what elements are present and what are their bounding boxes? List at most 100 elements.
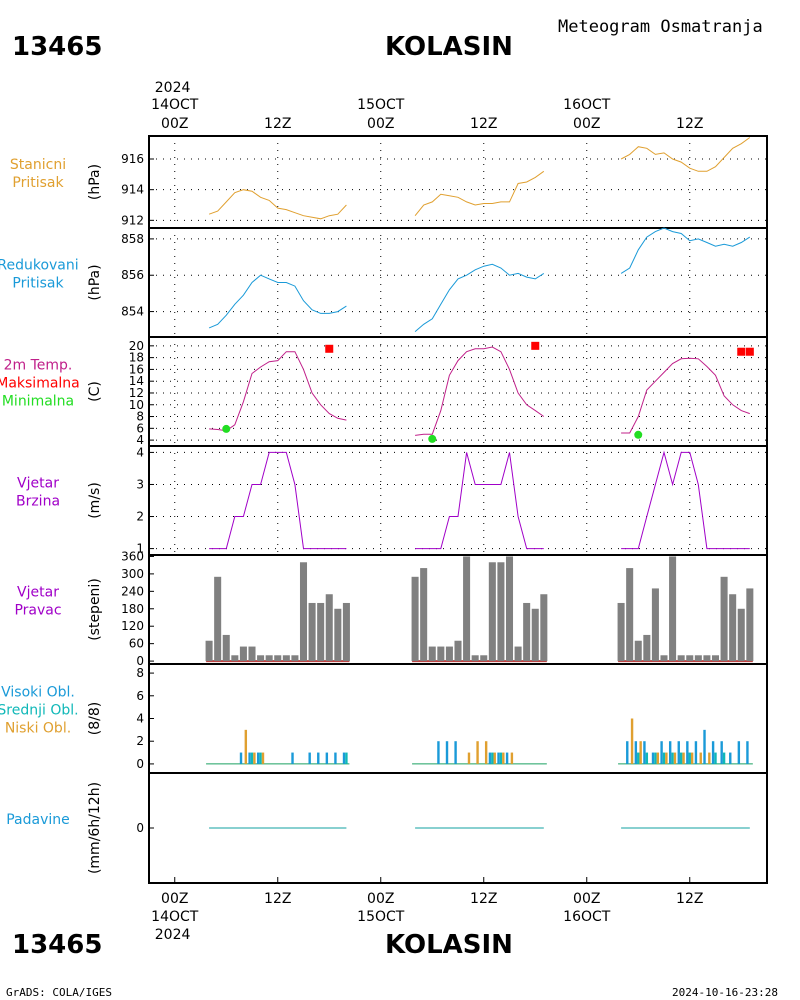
cloud-bar: [668, 741, 672, 764]
y-tick-label: 20: [129, 339, 144, 353]
cloud-bar: [665, 752, 668, 764]
cloud-bar: [737, 741, 741, 764]
bottom-hour-label: 12Z: [470, 891, 497, 907]
series-line: [620, 137, 751, 172]
cloud-bar: [256, 752, 260, 764]
direction-bar: [634, 640, 642, 662]
direction-bar: [342, 602, 350, 662]
cloud-bar: [677, 741, 680, 764]
cloud-bar: [325, 752, 329, 764]
direction-bar: [257, 655, 265, 662]
direction-bar: [531, 608, 539, 662]
cloud-bar: [626, 741, 629, 764]
y-tick-label: 8: [136, 666, 144, 680]
direction-bar: [274, 655, 282, 662]
direction-bar: [711, 655, 720, 662]
top-date-label: 14OCT: [151, 97, 199, 113]
direction-bar: [737, 608, 745, 662]
panel-label-line: Pritisak: [12, 276, 64, 292]
cloud-bar: [722, 752, 726, 764]
direction-bar: [248, 646, 256, 662]
cloud-bar: [261, 752, 265, 764]
bottom-hour-label: 12Z: [676, 891, 703, 907]
cloud-bar: [645, 752, 649, 764]
y-tick-label: 6: [136, 689, 144, 703]
panel-label-line: Vjetar: [17, 585, 59, 601]
panel-label-line: Srednji Obl.: [0, 703, 79, 719]
tmin-marker: [222, 424, 231, 433]
footer-timestamp: 2024-10-16-23:28: [672, 986, 778, 999]
direction-bar: [488, 562, 496, 662]
series-line: [621, 357, 750, 434]
panel-label-line: Padavine: [6, 812, 70, 828]
bottom-date-label: 16OCT: [563, 909, 611, 925]
y-tick-label: 18: [129, 351, 144, 365]
cloud-bar: [673, 752, 677, 764]
y-tick-label: 856: [121, 268, 144, 282]
direction-bar: [626, 568, 634, 662]
series-line: [621, 450, 750, 550]
cloud-bar: [248, 752, 251, 764]
panel-label-line: Redukovani: [0, 258, 79, 274]
series-line: [209, 451, 347, 550]
direction-bar: [265, 655, 273, 662]
direction-bar: [308, 602, 316, 662]
direction-bar: [617, 602, 625, 662]
direction-bar: [694, 655, 702, 662]
direction-bar: [514, 646, 522, 662]
cloud-bar: [291, 752, 294, 764]
panel-4: Vjetar Pravac (stepeni) 0 60 120 180 240 300 360: [14, 549, 767, 668]
cloud-bar: [493, 752, 496, 764]
direction-bar: [746, 588, 754, 662]
panel-label-line: Pravac: [14, 603, 61, 619]
bottom-date-label: 14OCT: [151, 909, 199, 925]
y-tick-label: 0: [136, 821, 144, 835]
cloud-bar: [345, 752, 348, 764]
panel-label-line: 2m Temp.: [4, 358, 73, 374]
y-tick-label: 180: [121, 602, 144, 616]
cloud-bar: [703, 729, 706, 764]
direction-bar: [677, 655, 685, 662]
y-tick-label: 60: [129, 637, 144, 651]
direction-bar: [540, 594, 548, 662]
direction-bar: [523, 602, 531, 662]
cloud-bar: [499, 752, 503, 764]
direction-bar: [282, 655, 290, 662]
cloud-bar: [699, 752, 702, 764]
bottom-hour-label: 12Z: [264, 891, 291, 907]
y-tick-label: 8: [136, 410, 144, 424]
cloud-bar: [253, 752, 256, 764]
cloud-bar: [746, 741, 749, 764]
direction-bar: [420, 568, 428, 662]
cloud-bar: [679, 752, 683, 764]
plot-frame: [148, 135, 768, 884]
cloud-bar: [239, 752, 243, 764]
cloud-bar: [690, 752, 694, 764]
y-tick-label: 4: [136, 445, 144, 459]
cloud-bar: [454, 741, 457, 764]
direction-bar: [325, 594, 333, 662]
direction-bar: [729, 594, 737, 662]
direction-bar: [703, 655, 711, 662]
time-axis-bottom: 2024 14OCT 00Z 12Z 15OCT 00Z 12Z 16OCT 00Z 12Z: [151, 877, 703, 943]
panel-5: Visoki Obl. Srednji Obl. Niski Obl. (8/8) 0 2…: [0, 666, 767, 774]
y-tick-label: 854: [121, 305, 144, 319]
series-line: [415, 346, 545, 436]
y-tick-label: 14: [129, 374, 144, 388]
top-year-label: 2024: [155, 80, 191, 96]
cloud-bar: [714, 752, 717, 764]
cloud-bar: [484, 741, 488, 764]
cloud-bar: [651, 752, 655, 764]
cloud-bar: [671, 752, 674, 764]
y-tick-label: 912: [121, 213, 144, 227]
cloud-bar: [639, 741, 642, 764]
panel-3: Vjetar Brzina (m/s) 1 2 3 4: [16, 445, 767, 556]
y-tick-label: 6: [136, 421, 144, 435]
series-line: [414, 170, 545, 217]
panel-1: Redukovani Pritisak (hPa) 854 856 858: [0, 227, 767, 338]
panel-ylabel: (hPa): [87, 264, 103, 300]
tmax-marker: [325, 344, 334, 353]
cloud-bar: [662, 752, 666, 764]
cloud-bar: [488, 752, 492, 764]
